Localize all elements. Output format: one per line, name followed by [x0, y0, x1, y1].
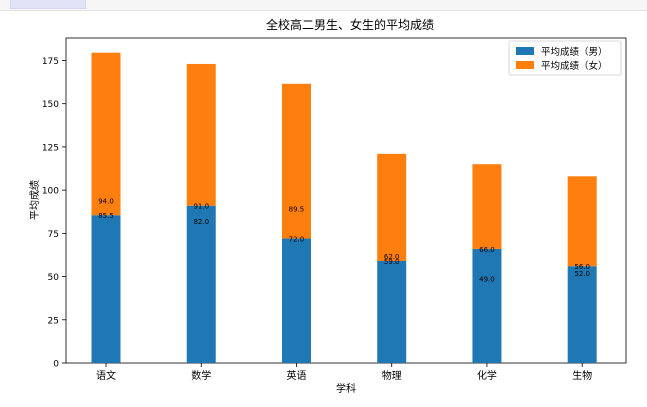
y-axis-label: 平均成绩 — [28, 180, 41, 220]
y-tick-label: 50 — [48, 273, 60, 283]
x-tick-label: 英语 — [286, 369, 306, 382]
y-tick-label: 0 — [53, 360, 59, 370]
bar-male — [91, 215, 121, 363]
value-label-male: 56.0 — [574, 263, 590, 271]
bar-male — [186, 205, 216, 363]
value-label-female: 89.5 — [289, 205, 305, 213]
value-label-female: 49.0 — [479, 275, 495, 283]
x-tick-label: 物理 — [382, 369, 402, 382]
bar-female — [186, 63, 216, 206]
window-tab[interactable] — [10, 0, 86, 9]
x-axis-label: 学科 — [336, 382, 356, 395]
x-tick-label: 语文 — [96, 369, 116, 382]
y-tick-label: 125 — [42, 143, 59, 153]
x-tick-label: 生物 — [572, 369, 592, 382]
legend-swatch-female — [516, 61, 534, 69]
y-tick-label: 175 — [42, 57, 59, 67]
y-tick-label: 25 — [48, 316, 59, 326]
y-tick-label: 75 — [48, 230, 59, 240]
x-tick-label: 数学 — [191, 369, 211, 382]
bar-male — [281, 238, 311, 363]
value-label-female: 82.0 — [193, 218, 209, 226]
x-tick-label: 化学 — [477, 369, 497, 382]
bar-female — [377, 153, 407, 262]
legend-frame — [508, 40, 622, 76]
bar-female — [281, 83, 311, 239]
value-label-male: 59.0 — [384, 258, 400, 266]
chart-title: 全校高二男生、女生的平均成绩 — [266, 17, 434, 32]
legend-swatch-male — [516, 47, 534, 55]
bar-female — [91, 52, 121, 216]
y-tick-label: 150 — [42, 100, 59, 110]
value-label-male: 91.0 — [193, 203, 209, 211]
bar-male — [472, 248, 502, 363]
value-label-female: 94.0 — [98, 198, 114, 206]
window-top-bar — [0, 0, 647, 11]
value-label-male: 72.0 — [289, 236, 305, 244]
legend-label-female: 平均成绩（女） — [541, 60, 608, 72]
bar-male — [377, 261, 407, 363]
value-label-male: 66.0 — [479, 246, 495, 254]
value-label-male: 85.5 — [98, 212, 114, 220]
value-label-female: 62.0 — [384, 253, 400, 261]
bar-female — [472, 164, 502, 249]
y-tick-label: 100 — [42, 187, 59, 197]
legend-label-male: 平均成绩（男） — [541, 46, 608, 58]
bar-male — [567, 266, 597, 363]
bar-female — [567, 176, 597, 267]
plot-frame — [65, 37, 627, 364]
legend: 平均成绩（男） 平均成绩（女） — [508, 40, 622, 76]
value-label-female: 52.0 — [574, 270, 590, 278]
